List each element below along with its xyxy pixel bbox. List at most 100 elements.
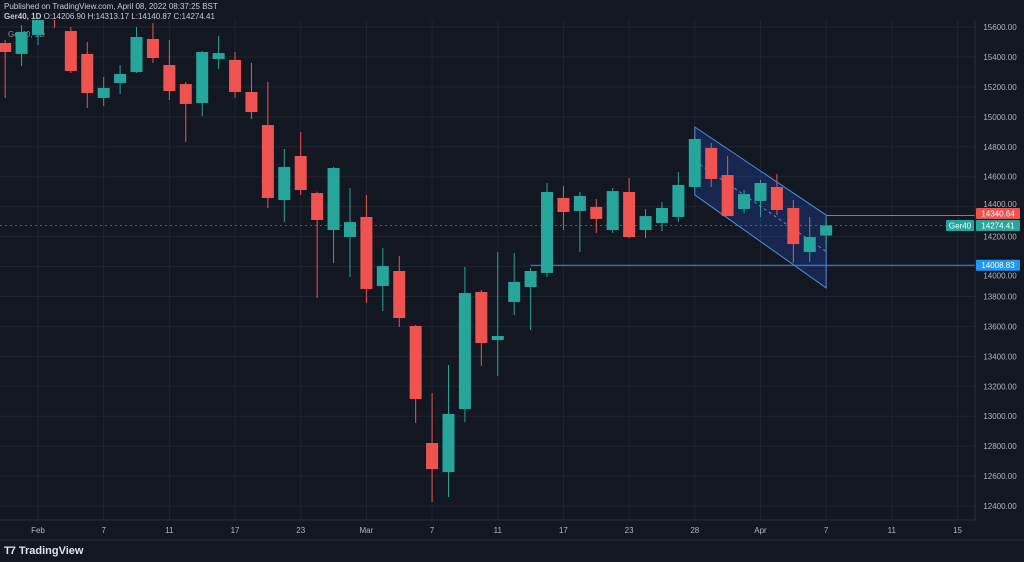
- symbol-tag-bg: [946, 219, 974, 231]
- candle: [803, 216, 816, 263]
- high-value: 14313.17: [95, 12, 130, 21]
- candle-body: [672, 184, 685, 217]
- close-label: C:: [173, 12, 182, 21]
- candle-body: [770, 187, 783, 210]
- candle-body: [146, 38, 159, 58]
- time-tick-label: 23: [296, 526, 305, 535]
- candle: [130, 27, 143, 73]
- candle-body: [294, 156, 307, 191]
- candle: [0, 40, 12, 98]
- candle-body: [524, 271, 537, 288]
- published-info: Published on TradingView.com, April 08, …: [4, 2, 218, 11]
- time-tick-label: 28: [690, 526, 699, 535]
- candle: [606, 188, 619, 233]
- candle: [524, 268, 537, 330]
- candle: [787, 200, 800, 264]
- tradingview-brand[interactable]: T7 TradingView: [4, 545, 83, 557]
- candle: [426, 393, 439, 502]
- price-tick-label: 13400.00: [983, 352, 1017, 361]
- candle-body: [573, 196, 586, 211]
- candle: [245, 62, 258, 120]
- candle: [97, 76, 110, 107]
- candle: [179, 81, 192, 142]
- candle: [343, 188, 356, 277]
- price-tick-label: 14400.00: [983, 200, 1017, 209]
- candle-body: [81, 53, 94, 94]
- candle-body: [163, 65, 176, 92]
- candle: [508, 253, 521, 316]
- time-tick-label: 11: [494, 526, 503, 535]
- time-tick-label: 7: [824, 526, 829, 535]
- price-tick-label: 12400.00: [983, 502, 1017, 511]
- price-tick-label: 14000.00: [983, 272, 1017, 281]
- candle-body: [426, 443, 439, 470]
- line-price-tag: 14340.64: [981, 209, 1015, 218]
- candle: [721, 156, 734, 217]
- candle: [360, 194, 373, 304]
- candle-body: [179, 84, 192, 104]
- time-axis: [0, 520, 1024, 540]
- candle-body: [541, 191, 554, 273]
- candle-body: [343, 222, 356, 238]
- price-tick-label: 12800.00: [983, 442, 1017, 451]
- candle: [229, 51, 242, 98]
- low-value: 14140.87: [137, 12, 172, 21]
- candle: [212, 35, 225, 70]
- candle: [475, 290, 488, 366]
- candle-body: [639, 216, 652, 230]
- candle: [196, 50, 209, 117]
- candle-body: [327, 168, 340, 230]
- candle: [623, 178, 636, 239]
- candle: [491, 251, 504, 376]
- candle: [754, 179, 767, 217]
- candle: [655, 201, 668, 232]
- candle-body: [0, 43, 12, 52]
- candle-body: [705, 147, 718, 179]
- candle: [688, 137, 701, 188]
- candle-body: [212, 53, 225, 60]
- candle-body: [229, 59, 242, 92]
- candle: [327, 166, 340, 264]
- candle: [64, 27, 77, 73]
- time-tick-label: Feb: [31, 526, 45, 535]
- low-label: L:: [131, 12, 138, 21]
- price-tick-label: 15400.00: [983, 53, 1017, 62]
- price-tick-label: 12600.00: [983, 472, 1017, 481]
- time-tick-label: 7: [101, 526, 106, 535]
- candle-body: [655, 207, 668, 223]
- line-price-tag-bg: [976, 259, 1020, 271]
- candle-body: [623, 191, 636, 238]
- time-tick-label: 17: [231, 526, 240, 535]
- price-tick-label: 13800.00: [983, 292, 1017, 301]
- time-tick-label: 17: [559, 526, 568, 535]
- price-tick-label: 14600.00: [983, 173, 1017, 182]
- time-tick-label: Apr: [754, 526, 767, 535]
- candle: [146, 22, 159, 63]
- candle-body: [278, 166, 291, 201]
- candle-body: [261, 125, 274, 198]
- candle: [541, 182, 554, 277]
- open-label: O:: [43, 12, 53, 21]
- candle-body: [97, 87, 110, 98]
- candle-body: [820, 225, 833, 236]
- candle-body: [130, 37, 143, 73]
- candle: [261, 81, 274, 208]
- candle-body: [409, 325, 422, 400]
- line-price-tag-bg: [976, 207, 1020, 219]
- candle-body: [491, 335, 504, 341]
- candle: [294, 131, 307, 195]
- candle: [672, 172, 685, 223]
- close-value: 14274.41: [181, 12, 215, 21]
- candle: [81, 41, 94, 108]
- candle: [442, 365, 455, 498]
- candle-body: [458, 293, 471, 410]
- last-price-tag: 14274.41: [981, 221, 1015, 230]
- candle: [557, 185, 570, 230]
- candle: [15, 25, 28, 66]
- candle: [311, 191, 324, 298]
- brand-name: TradingView: [18, 545, 84, 557]
- candle-body: [606, 191, 619, 230]
- candle-body: [754, 182, 767, 201]
- candle: [114, 65, 127, 95]
